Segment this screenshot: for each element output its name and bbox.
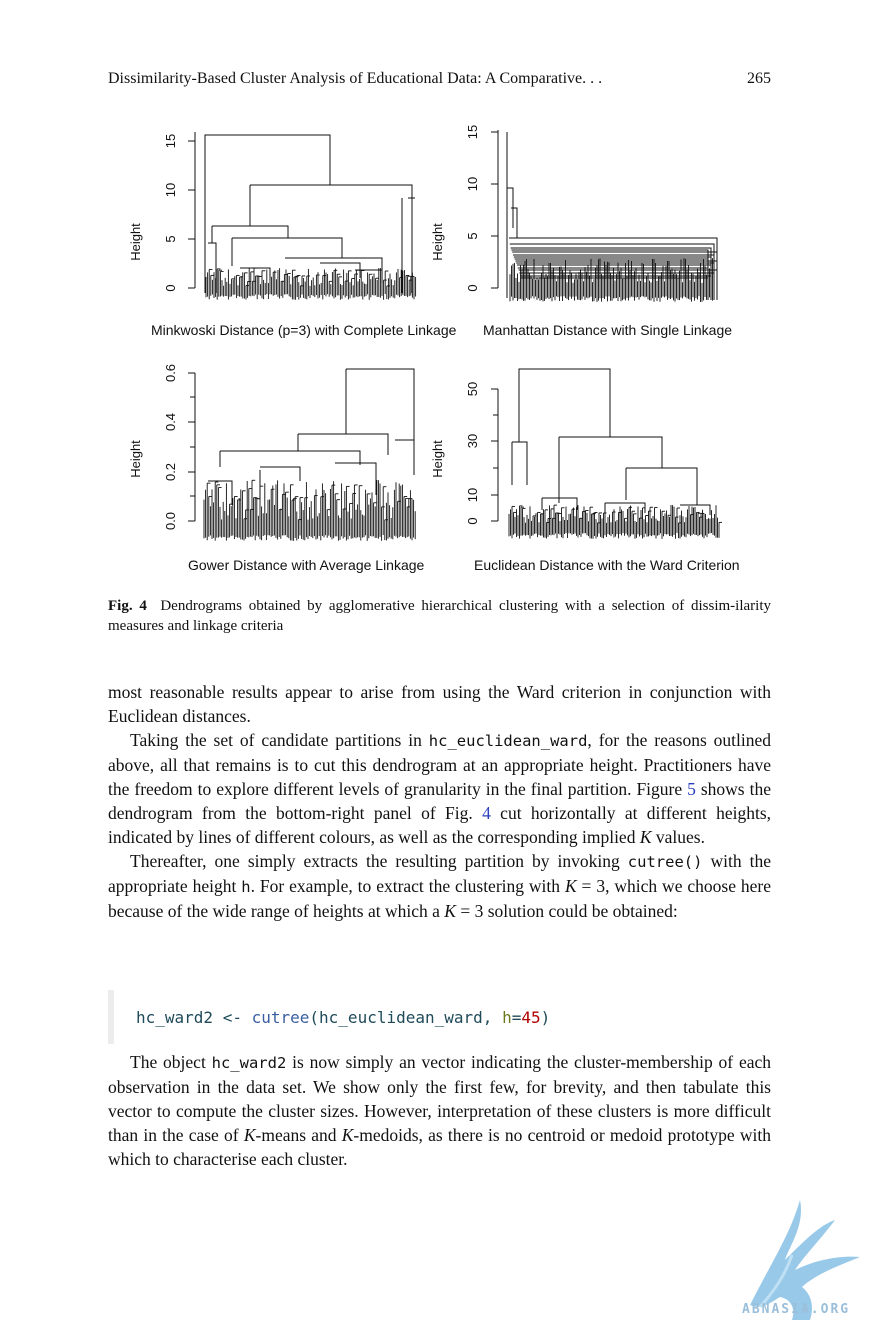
- inline-code: h: [241, 878, 251, 896]
- y-tick: 15: [465, 125, 480, 139]
- dendrogram-branches: [506, 132, 718, 302]
- y-tick: 15: [163, 134, 178, 148]
- text-run: shows the dendrogram from the bottom-rig…: [108, 779, 771, 823]
- code-token: hc_ward2: [136, 1008, 214, 1027]
- figure-link[interactable]: 4: [482, 803, 491, 823]
- y-axis-label: Height: [430, 440, 445, 478]
- y-axis-label: Height: [128, 440, 143, 478]
- y-tick: 0: [465, 284, 480, 291]
- text-run: -medoids, as there is no centroid or med…: [108, 1125, 771, 1169]
- code-token: ): [540, 1008, 551, 1027]
- figure-link[interactable]: 5: [687, 779, 696, 799]
- y-tick: 0.4: [163, 413, 178, 431]
- body-text: most reasonable results appear to arise …: [108, 680, 771, 923]
- y-tick: 5: [163, 235, 178, 242]
- text-run: The object: [130, 1052, 212, 1072]
- watermark-logo: [750, 1200, 860, 1320]
- dendrogram-panel-manhattan: Height 0 5 10 15: [425, 118, 735, 318]
- watermark-text: ABNASIA.ORG: [742, 1302, 851, 1317]
- text-run: , for the reasons outlined above, all th…: [108, 730, 771, 799]
- dendrogram-merge: [507, 187, 518, 238]
- code-token: <-: [213, 1008, 252, 1027]
- y-tick: 5: [465, 232, 480, 239]
- panel-title: Minkwoski Distance (p=3) with Complete L…: [151, 322, 457, 338]
- y-tick: 0.6: [163, 364, 178, 382]
- panel-title: Euclidean Distance with the Ward Criteri…: [474, 557, 740, 573]
- dendrogram-leaves: [508, 504, 722, 539]
- code-token: (: [309, 1008, 320, 1027]
- y-axis-label: Height: [430, 223, 445, 261]
- figure-caption: Fig. 4 Dendrograms obtained by agglomera…: [108, 596, 771, 636]
- dendrogram-ward-svg: Height 0 10 30 50: [430, 368, 722, 539]
- dendrogram-branches: [208, 368, 415, 505]
- y-tick: 10: [465, 488, 480, 502]
- dendrogram-minkowski-svg: Height 0 5 10 15: [128, 132, 417, 300]
- paragraph: Taking the set of candidate partitions i…: [108, 728, 771, 849]
- panel-title: Manhattan Distance with Single Linkage: [483, 322, 733, 338]
- dendrogram-leaves: [203, 479, 416, 541]
- text-run: Thereafter, one simply extracts the resu…: [130, 851, 628, 871]
- dendrogram-manhattan-svg: Height 0 5 10 15: [430, 125, 718, 302]
- dendrogram-panel-gower: Height 0.0 0.2 0.4 0.6: [120, 355, 430, 545]
- math-symbol: K: [444, 901, 456, 921]
- y-tick: 30: [465, 434, 480, 448]
- code-block-bar: [108, 990, 114, 1044]
- math-symbol: K: [243, 1125, 256, 1145]
- inline-code: hc_ward2: [211, 1054, 287, 1072]
- paragraph: Thereafter, one simply extracts the resu…: [108, 849, 771, 923]
- y-tick: 0.2: [163, 463, 178, 481]
- inline-code: cutree(): [627, 853, 703, 871]
- math-symbol: K: [564, 876, 577, 896]
- dendrogram-gower-svg: Height 0.0 0.2 0.4 0.6: [128, 364, 416, 541]
- text-run: Taking the set of candidate partitions i…: [130, 730, 429, 750]
- text-run: values.: [651, 827, 705, 847]
- text-run: = 3 solution could be obtained:: [455, 901, 678, 921]
- y-tick: 10: [465, 177, 480, 191]
- y-tick: 50: [465, 382, 480, 396]
- text-run: most reasonable results appear to arise …: [108, 682, 771, 726]
- inline-code: hc_euclidean_ward: [428, 732, 588, 750]
- text-run: is now simply an vector indicating the c…: [108, 1052, 771, 1145]
- caption-text: Dendrograms obtained by agglomerative hi…: [108, 598, 771, 634]
- text-run: cut horizontally at different heights, i…: [108, 803, 772, 847]
- y-tick: 0: [163, 284, 178, 291]
- body-text: The object hc_ward2 is now simply an vec…: [108, 1050, 771, 1171]
- code-token: h: [502, 1008, 512, 1027]
- text-run: = 3, which we choose here because of the…: [108, 876, 771, 921]
- y-tick: 0.0: [163, 512, 178, 530]
- code-token: cutree: [251, 1008, 310, 1027]
- code-token: 45: [521, 1008, 541, 1027]
- paragraph: The object hc_ward2 is now simply an vec…: [108, 1050, 771, 1171]
- dendrogram-panel-minkowski: Height 0 5 10 15: [120, 118, 430, 318]
- text-run: . For example, to extract the clustering…: [250, 876, 565, 896]
- math-symbol: K: [639, 827, 652, 847]
- code-line: hc_ward2 <- cutree(hc_euclidean_ward, h=…: [136, 1008, 550, 1027]
- code-token: hc_euclidean_ward: [319, 1008, 483, 1027]
- code-token: =: [511, 1008, 522, 1027]
- code-token: ,: [482, 1008, 503, 1027]
- y-tick: 0: [465, 517, 480, 524]
- caption-label: Fig. 4: [108, 598, 147, 614]
- page-number: 265: [747, 70, 771, 87]
- y-tick: 10: [163, 183, 178, 197]
- y-axis-label: Height: [128, 223, 143, 261]
- running-header: Dissimilarity-Based Cluster Analysis of …: [108, 70, 771, 92]
- dendrogram-branches: [204, 134, 415, 293]
- running-title: Dissimilarity-Based Cluster Analysis of …: [108, 70, 603, 87]
- text-run: -means and: [255, 1125, 342, 1145]
- dendrogram-branches: [511, 368, 711, 515]
- math-symbol: K: [341, 1125, 354, 1145]
- text-run: with the appropriate height: [108, 851, 771, 896]
- dendrogram-leaves: [205, 267, 417, 300]
- dendrogram-panel-euclidean-ward: Height 0 10 30 50: [425, 355, 735, 545]
- paragraph: most reasonable results appear to arise …: [108, 680, 771, 728]
- panel-title: Gower Distance with Average Linkage: [188, 557, 425, 573]
- code-block: hc_ward2 <- cutree(hc_euclidean_ward, h=…: [108, 990, 771, 1044]
